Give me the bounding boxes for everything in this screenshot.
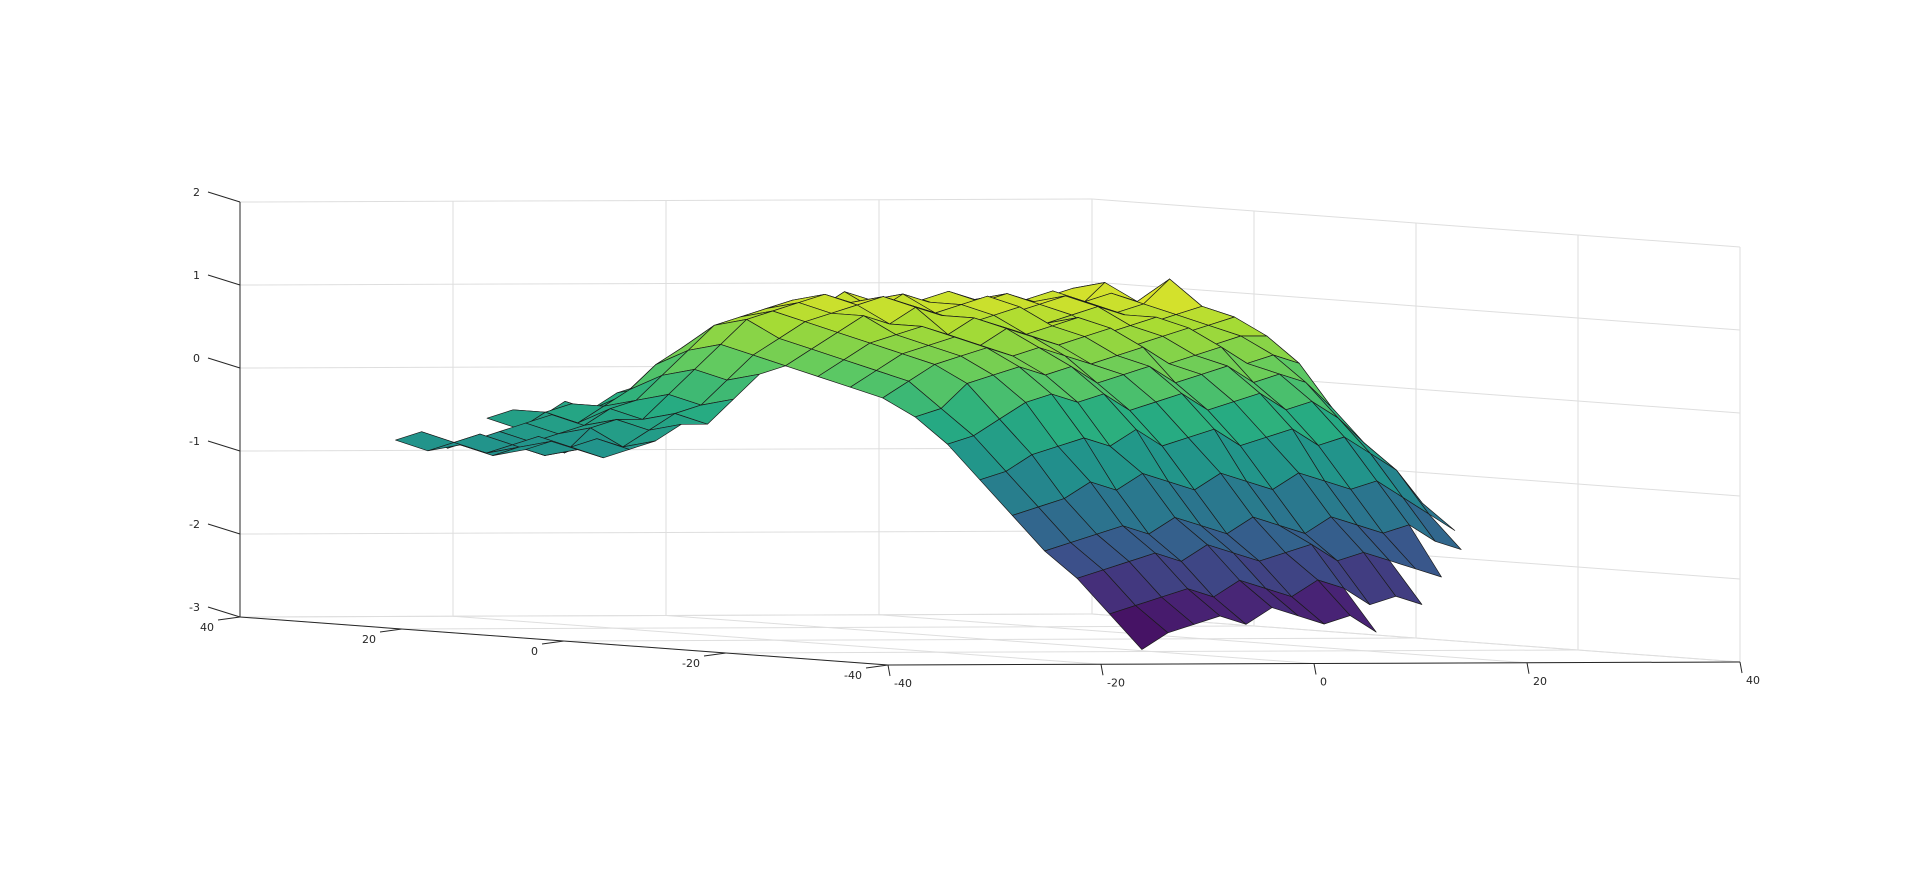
x-tick-label: 0 [1320, 676, 1327, 689]
grid-line [239, 281, 1093, 286]
x-tick-label: -40 [894, 677, 912, 690]
x-tick [887, 664, 891, 677]
y-tick-label: -20 [682, 657, 700, 670]
y-tick [865, 664, 889, 669]
z-tick-label: 0 [193, 352, 200, 365]
x-tick [1313, 663, 1317, 675]
axis-layer [207, 191, 1743, 677]
surface-layer [395, 278, 1462, 650]
y-tick [703, 652, 727, 657]
y-tick-label: 0 [531, 645, 538, 658]
y-tick [217, 616, 241, 621]
x-tick-label: 20 [1533, 675, 1547, 688]
x-tick [1526, 662, 1530, 674]
z-tick-label: 2 [193, 186, 200, 199]
x-tick-label: -20 [1107, 676, 1125, 689]
y-tick-label: -40 [844, 669, 862, 682]
x-tick [1100, 664, 1104, 676]
z-tick [207, 357, 241, 369]
grid-line [1091, 281, 1741, 331]
x-tick-label: 40 [1746, 674, 1760, 687]
grid-line [1091, 198, 1741, 248]
surface-patch [492, 440, 552, 456]
z-tick-label: 1 [193, 269, 200, 282]
y-tick-label: 20 [362, 633, 376, 646]
x-tick [1739, 661, 1743, 674]
z-tick [207, 191, 241, 203]
grid-line [401, 625, 1255, 630]
grid-line [239, 447, 1093, 452]
z-tick [207, 274, 241, 286]
z-tick [207, 440, 241, 452]
y-tick [541, 640, 565, 645]
y-tick [379, 628, 403, 633]
z-tick-label: -3 [189, 601, 200, 614]
y-tick-label: 40 [200, 621, 214, 634]
grid-line [239, 613, 1093, 618]
z-tick-label: -1 [189, 435, 200, 448]
z-tick [207, 523, 241, 535]
z-tick [207, 606, 241, 618]
grid-line [239, 530, 1093, 535]
z-tick-label: -2 [189, 518, 200, 531]
grid-line [239, 198, 1093, 203]
grid-line [563, 637, 1417, 642]
grid-line [725, 649, 1579, 654]
surface-patch [1109, 605, 1169, 650]
